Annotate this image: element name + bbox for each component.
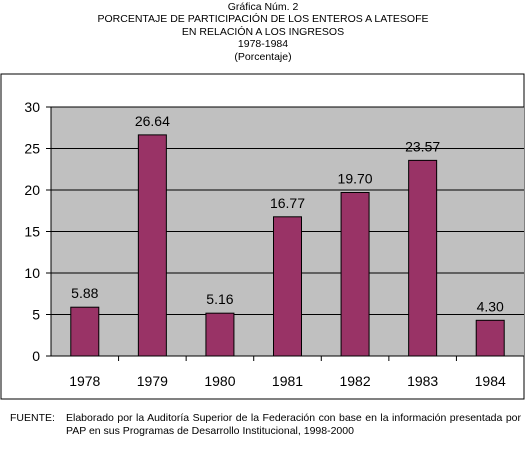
chart-title-block: Gráfica Núm. 2 PORCENTAJE DE PARTICIPACI… bbox=[0, 1, 526, 63]
source-text: Elaborado por la Auditoría Superior de l… bbox=[66, 412, 521, 437]
figure-number: Gráfica Núm. 2 bbox=[227, 1, 299, 13]
chart-period: 1978-1984 bbox=[237, 38, 289, 51]
bar bbox=[408, 159, 438, 357]
y-tick-label: 15 bbox=[24, 224, 40, 240]
y-tick-label: 5 bbox=[32, 307, 40, 323]
y-tick-label: 25 bbox=[24, 141, 40, 157]
chart-unit: (Porcentaje) bbox=[234, 50, 292, 63]
bars: 5.88 26.64 5.16 16.77 19.70 23.57 4.30 bbox=[70, 113, 505, 357]
bar bbox=[137, 134, 167, 357]
x-tick-label: 1979 bbox=[137, 373, 168, 389]
data-label: 16.77 bbox=[270, 195, 305, 211]
chart-title-line-2: EN RELACIÓN A LOS INGRESOS bbox=[181, 25, 345, 38]
x-tick-label: 1981 bbox=[272, 373, 303, 389]
data-label: 26.64 bbox=[135, 113, 170, 129]
x-tick-label: 1984 bbox=[475, 373, 506, 389]
bar bbox=[273, 216, 302, 357]
data-label: 23.57 bbox=[405, 138, 440, 154]
y-tick-label: 30 bbox=[24, 99, 40, 115]
chart-title-line-1: PORCENTAJE DE PARTICIPACIÓN DE LOS ENTER… bbox=[97, 13, 429, 26]
bar bbox=[475, 319, 505, 357]
x-axis-ticks: 1978 1979 1980 1981 1982 1983 1984 bbox=[69, 356, 506, 389]
data-label: 4.30 bbox=[477, 298, 504, 314]
data-label: 5.88 bbox=[71, 285, 98, 301]
y-tick-label: 20 bbox=[24, 182, 40, 198]
x-tick-label: 1982 bbox=[339, 373, 370, 389]
bar bbox=[340, 191, 370, 357]
data-label: 5.16 bbox=[206, 291, 233, 307]
y-tick-label: 10 bbox=[24, 265, 40, 281]
x-tick-label: 1980 bbox=[204, 373, 235, 389]
bar bbox=[70, 306, 100, 357]
data-label: 19.70 bbox=[338, 170, 373, 186]
x-tick-label: 1978 bbox=[69, 373, 100, 389]
x-tick-label: 1983 bbox=[407, 373, 438, 389]
source-label: FUENTE: bbox=[10, 412, 55, 424]
bar bbox=[205, 312, 235, 357]
y-tick-label: 0 bbox=[32, 348, 40, 364]
y-axis-ticks: 0 5 10 15 20 25 30 bbox=[24, 99, 51, 364]
